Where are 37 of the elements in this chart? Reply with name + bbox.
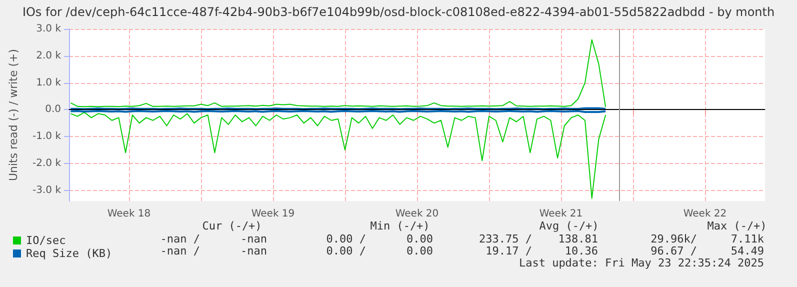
text: 0.00 / bbox=[326, 232, 366, 246]
text: 96.67 / bbox=[650, 244, 697, 258]
text: -nan bbox=[240, 232, 267, 246]
y-tick-label: -1.0 k bbox=[32, 131, 62, 142]
x-tick-label: Week 19 bbox=[251, 208, 295, 220]
text: Avg (-/+) bbox=[539, 220, 599, 232]
text: 19.17 / bbox=[486, 244, 532, 258]
x-tick-label: Week 22 bbox=[683, 208, 727, 220]
x-tick-label: Week 18 bbox=[107, 208, 151, 220]
text: 0.00 bbox=[406, 244, 433, 258]
text: 7.11k bbox=[730, 232, 764, 246]
text: 10.36 bbox=[564, 244, 598, 258]
text: 29.96k/ bbox=[650, 232, 697, 246]
text: 0.00 bbox=[406, 232, 433, 246]
y-tick-label: 0.0 bbox=[45, 104, 61, 116]
text: -nan bbox=[240, 244, 267, 258]
y-tick-label: -2.0 k bbox=[32, 158, 62, 169]
legend-label: Req Size (KB) bbox=[26, 247, 112, 260]
text: 54.49 bbox=[730, 244, 764, 258]
text: -nan / bbox=[160, 244, 200, 258]
y-tick-label: 2.0 k bbox=[36, 50, 62, 62]
text: 233.75 / bbox=[479, 232, 532, 246]
text: -nan / bbox=[160, 232, 200, 246]
text: Min (-/+) bbox=[370, 220, 430, 232]
text: Max (-/+) bbox=[707, 220, 767, 232]
legend-label: IO/sec bbox=[26, 234, 66, 247]
x-tick-label: Week 21 bbox=[539, 208, 583, 220]
chart-title: IOs for /dev/ceph-64c11cce-487f-42b4-90b3-b6f7e104b99b/osd-block-c08108ed-e822-4394-ab01-55d5822adbdd - by month bbox=[22, 5, 775, 19]
x-tick-label: Week 20 bbox=[395, 208, 439, 220]
text: Last update: Fri May 23 22:35:24 2025 bbox=[518, 256, 764, 270]
y-axis-title: Units read (-) / write (+) bbox=[7, 48, 20, 182]
y-tick-label: 1.0 k bbox=[36, 77, 62, 88]
y-tick-label: 3.0 k bbox=[36, 24, 62, 34]
text: 0.00 / bbox=[326, 244, 366, 258]
text: Cur (-/+) bbox=[202, 220, 262, 232]
y-tick-label: -3.0 k bbox=[32, 184, 62, 196]
text: 138.81 bbox=[558, 232, 598, 246]
